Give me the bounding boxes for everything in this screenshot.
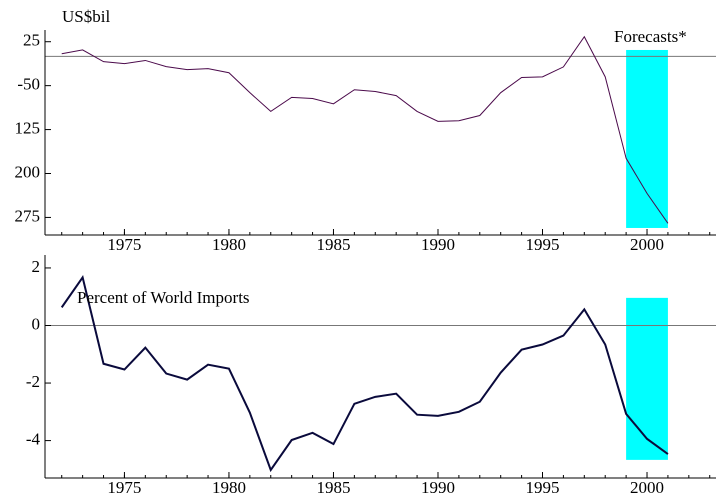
x-tick-label: 1995 — [526, 478, 560, 494]
y-tick-label: 2 — [32, 257, 41, 276]
y-tick-label: 125 — [15, 118, 41, 137]
annotation: Forecasts* — [614, 27, 687, 46]
y-tick-label: -2 — [26, 372, 40, 391]
x-tick-label: 2000 — [630, 235, 664, 254]
y-tick-label: 200 — [15, 162, 41, 181]
y-tick-label: 0 — [32, 314, 41, 333]
x-tick-label: 1975 — [107, 478, 141, 494]
x-tick-label: 1995 — [526, 235, 560, 254]
y-tick-label: 25 — [23, 31, 40, 50]
forecast-band — [626, 297, 668, 460]
data-line — [61, 35, 669, 224]
x-tick-label: 1990 — [421, 235, 455, 254]
x-tick-label: 1980 — [212, 235, 246, 254]
x-tick-label: 2000 — [630, 478, 664, 494]
y-axis-label: US$bil — [62, 7, 110, 26]
data-line — [60, 275, 669, 473]
x-tick-label: 1985 — [316, 478, 350, 494]
y-tick-label: 275 — [15, 206, 41, 225]
x-tick-label: 1985 — [316, 235, 350, 254]
y-tick-label: -50 — [17, 75, 40, 94]
x-tick-label: 1990 — [421, 478, 455, 494]
annotation: Percent of World Imports — [77, 288, 250, 307]
x-tick-label: 1975 — [107, 235, 141, 254]
y-tick-label: -4 — [26, 429, 41, 448]
x-tick-label: 1980 — [212, 478, 246, 494]
forecast-band — [626, 49, 668, 228]
